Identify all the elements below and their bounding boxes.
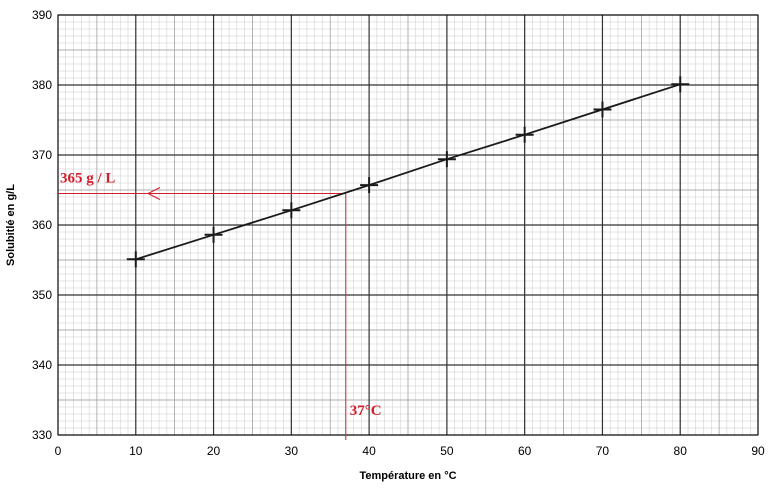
x-tick-labels: 0 10 20 30 40 50 60 70 80 90 <box>55 444 765 458</box>
annotation-label-solubility: 365 g / L <box>60 171 115 187</box>
y-tick-label: 370 <box>32 148 52 162</box>
data-point-marker <box>126 251 145 268</box>
x-tick-label: 30 <box>285 444 299 458</box>
data-point-marker <box>437 151 456 168</box>
data-point-marker <box>360 177 379 194</box>
y-tick-label: 330 <box>32 428 52 442</box>
x-axis-title: Température en °C <box>359 470 456 482</box>
data-point-marker <box>671 76 690 93</box>
y-tick-label: 340 <box>32 358 52 372</box>
y-tick-label: 390 <box>32 8 52 22</box>
data-series <box>126 76 690 268</box>
y-tick-label: 360 <box>32 218 52 232</box>
data-point-marker <box>593 101 612 118</box>
data-point-marker <box>515 126 534 143</box>
data-point-marker <box>204 226 223 243</box>
x-tick-label: 90 <box>751 444 765 458</box>
x-tick-label: 60 <box>518 444 532 458</box>
x-tick-label: 20 <box>207 444 221 458</box>
annotations: 37°C 365 g / L <box>58 171 382 440</box>
x-tick-label: 70 <box>596 444 610 458</box>
y-axis-title: Solubitlé en g/L <box>5 184 17 266</box>
x-tick-label: 0 <box>55 444 62 458</box>
x-tick-label: 80 <box>674 444 688 458</box>
y-tick-label: 380 <box>32 78 52 92</box>
plot-frame <box>57 14 759 436</box>
data-point-marker <box>282 202 301 219</box>
series-markers <box>126 76 690 268</box>
annotation-arrowhead <box>146 187 161 200</box>
y-tick-label: 350 <box>32 288 52 302</box>
y-tick-labels: 330 340 350 360 370 380 390 <box>32 8 52 442</box>
major-grid <box>57 14 759 436</box>
x-tick-label: 10 <box>129 444 143 458</box>
series-line <box>135 83 681 261</box>
x-tick-label: 40 <box>362 444 376 458</box>
annotation-label-temperature: 37°C <box>350 403 382 419</box>
x-tick-label: 50 <box>440 444 454 458</box>
